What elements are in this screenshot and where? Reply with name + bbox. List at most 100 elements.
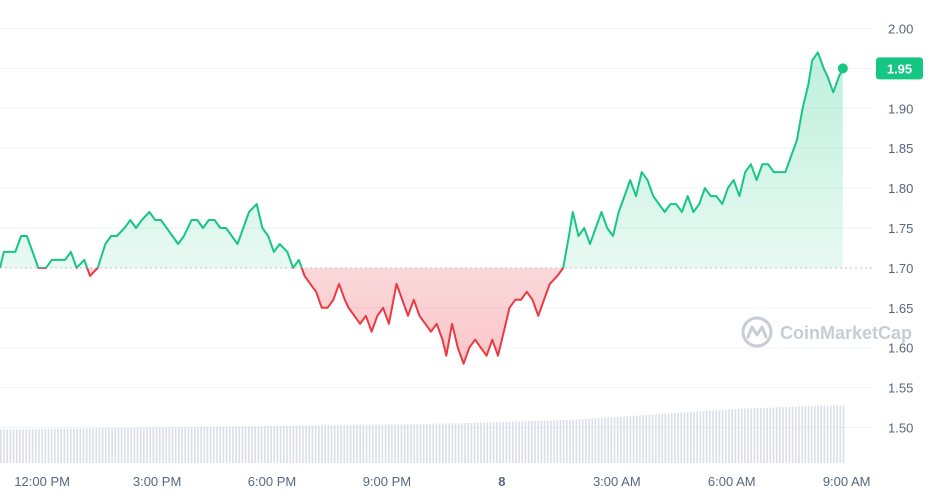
volume-bar: [397, 424, 400, 463]
volume-bar: [337, 425, 339, 463]
volume-bar: [267, 426, 269, 463]
volume-bar: [101, 428, 104, 463]
volume-bar: [674, 413, 676, 463]
volume-bar: [181, 427, 183, 463]
x-tick-label: 6:00 AM: [708, 474, 756, 489]
volume-bar: [496, 422, 498, 463]
volume-bar: [499, 422, 501, 463]
volume-bar: [788, 406, 791, 463]
volume-bar: [562, 420, 565, 463]
price-area: [0, 52, 843, 364]
volume-bar: [54, 428, 56, 463]
volume-bar: [12, 429, 15, 463]
volume-bar: [416, 424, 419, 463]
volume-bar: [508, 421, 511, 463]
y-tick-label: 1.85: [888, 141, 913, 156]
volume-bar: [168, 427, 171, 463]
volume-bar: [515, 421, 517, 463]
y-tick-label: 1.55: [888, 381, 913, 396]
y-tick-label: 1.90: [888, 101, 913, 116]
volume-bar: [451, 423, 454, 463]
volume-bar: [480, 422, 482, 463]
volume-bar: [473, 422, 476, 463]
volume-bar: [283, 425, 285, 463]
volume-bar: [655, 414, 657, 463]
volume-bar: [658, 414, 660, 463]
volume-bar: [257, 426, 260, 463]
volume-bar: [219, 426, 222, 463]
volume-bar: [346, 424, 349, 463]
volume-bar: [585, 418, 587, 463]
volume-bar: [540, 420, 543, 463]
volume-bar: [670, 413, 673, 463]
volume-bar: [276, 425, 279, 463]
volume-bar: [155, 427, 158, 463]
volume-bar: [270, 426, 272, 463]
volume-bar: [744, 408, 746, 463]
volume-bar: [95, 428, 97, 463]
volume-bar: [556, 420, 559, 463]
volume-bar: [804, 406, 807, 463]
volume-bar: [279, 425, 282, 463]
volume-bar: [817, 405, 819, 463]
volume-bar: [73, 428, 75, 463]
volume-bar: [200, 426, 202, 463]
volume-bar: [756, 408, 759, 463]
volume-bar: [454, 423, 457, 463]
volume-bar: [171, 427, 174, 463]
volume-bar: [680, 412, 683, 463]
volume-bar: [441, 423, 444, 463]
volume-bar: [333, 425, 336, 463]
volume-bar: [842, 405, 845, 463]
volume-bar: [158, 427, 161, 463]
volume-bar: [683, 412, 686, 463]
volume-bar: [766, 407, 768, 463]
volume-bar: [117, 427, 120, 463]
coinmarketcap-logo-icon: [741, 316, 773, 348]
y-tick-label: 1.70: [888, 261, 913, 276]
volume-bar: [464, 423, 466, 463]
volume-bar: [696, 411, 698, 463]
volume-bar: [391, 424, 393, 463]
volume-bar: [712, 410, 714, 463]
volume-bar: [317, 425, 320, 463]
volume-bar: [365, 424, 368, 463]
coinmarketcap-watermark: CoinMarketCap: [741, 316, 912, 348]
volume-bar: [400, 424, 403, 463]
y-axis: 2.00 1.95 1.90 1.85 1.80 1.75 1.70 1.65 1.60 1.55…: [888, 22, 913, 436]
volume-bar: [228, 426, 231, 463]
x-tick-label: 3:00 AM: [593, 474, 641, 489]
volume-bar: [193, 426, 196, 463]
x-tick-label: 12:00 PM: [14, 474, 70, 489]
volume-bar: [505, 421, 508, 463]
volume-bar: [375, 424, 377, 463]
volume-bar: [610, 417, 613, 463]
volume-bar: [289, 425, 291, 463]
volume-bar: [591, 418, 594, 463]
volume-bar: [467, 423, 470, 463]
volume-bar: [225, 426, 228, 463]
volume-bar: [340, 424, 342, 463]
volume-bar: [368, 424, 371, 463]
volume-bar: [550, 420, 552, 463]
volume-bar: [553, 420, 555, 463]
volume-bar: [120, 427, 123, 463]
volume-bar: [702, 411, 705, 463]
volume-bar: [632, 415, 635, 463]
volume-bar: [572, 419, 574, 463]
volume-bar: [28, 429, 31, 463]
volume-bar: [645, 415, 648, 463]
volume-bar: [626, 416, 629, 463]
volume-bar: [308, 425, 311, 463]
volume-bar: [677, 412, 679, 463]
volume-bar: [0, 429, 2, 463]
volume-bar: [629, 416, 632, 463]
volume-bar: [44, 428, 47, 463]
volume-bar: [254, 426, 256, 463]
volume-bar: [734, 409, 737, 463]
volume-bar: [352, 424, 355, 463]
current-price-label: 1.95: [887, 61, 912, 76]
volume-bar: [206, 426, 209, 463]
volume-bar: [127, 427, 129, 463]
